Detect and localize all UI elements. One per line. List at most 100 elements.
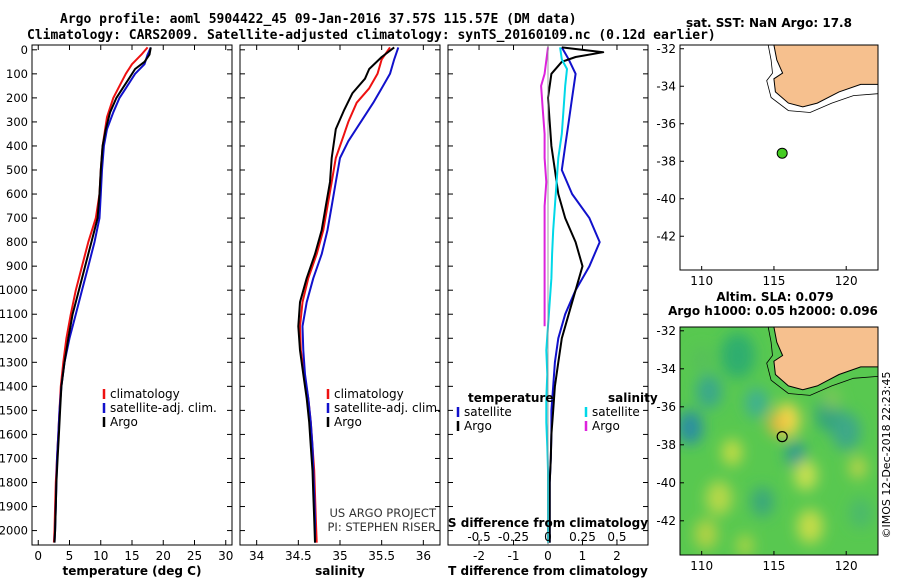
s-diff-tick-label: -0.5 — [467, 530, 490, 544]
sla-blobs — [680, 332, 873, 555]
project-credit: US ARGO PROJECT — [329, 506, 437, 520]
s-legend-label: Argo — [592, 419, 620, 433]
temperature-frame — [31, 44, 233, 546]
sla-anomaly — [797, 509, 824, 544]
temperature-xtick-label: 10 — [93, 549, 108, 563]
temperature-xtick-label: 20 — [156, 549, 171, 563]
depth-tick-label: 2000 — [0, 524, 28, 538]
temperature-xtick-label: 0 — [34, 549, 42, 563]
temperature-series-argo — [53, 47, 152, 543]
temperature-xtick-label: 5 — [66, 549, 74, 563]
salinity-chart: 34 34.5 35 35.5 36 salinity climatologysatelli… — [239, 44, 441, 578]
sla-title: Altim. SLA: 0.079 — [716, 290, 833, 304]
salinity-series-argo — [297, 46, 395, 543]
sla-anomaly — [785, 441, 806, 468]
difference-xlabel: T difference from climatology — [448, 564, 648, 578]
salinity-series-satellite — [301, 47, 400, 543]
depth-tick-label: 0 — [21, 43, 28, 57]
depth-tick-label: 1500 — [0, 403, 28, 417]
t-legend-label: satellite — [464, 405, 512, 419]
sst_map-xtick-label: 120 — [835, 274, 858, 288]
temperature-legend-label: Argo — [110, 415, 138, 429]
sla-anomaly — [695, 374, 722, 409]
sla-anomaly — [823, 387, 841, 411]
sst_map-xtick-label: 110 — [690, 274, 713, 288]
salinity-xtick-label: 36 — [416, 549, 431, 563]
s-diff-tick-label: 0 — [544, 530, 552, 544]
difference-xtick-label: 0 — [544, 549, 552, 563]
salinity-frame — [239, 44, 441, 546]
depth-tick-label: 300 — [6, 115, 28, 129]
depth-tick-label: 1900 — [0, 500, 28, 514]
depth-tick-label: 600 — [6, 187, 28, 201]
sla_map-frame — [679, 326, 879, 556]
sla_map-xtick-label: 120 — [835, 559, 858, 573]
sla-anomaly — [694, 518, 718, 550]
sst_map-ytick-label: -36 — [656, 117, 676, 131]
sla_map-ytick-label: -32 — [656, 324, 676, 338]
sla-anomaly — [706, 480, 733, 516]
difference-xtick-label: -1 — [508, 549, 520, 563]
s-legend-title: salinity — [608, 391, 658, 405]
depth-tick-label: 800 — [6, 235, 28, 249]
sla-anomaly — [849, 498, 873, 529]
depth-tick-label: 400 — [6, 139, 28, 153]
difference-xtick-label: 2 — [613, 549, 621, 563]
sla-anomaly — [745, 387, 769, 419]
sla-anomaly — [736, 534, 754, 555]
depth-tick-label: 1600 — [0, 427, 28, 441]
difference-series-t-argo — [547, 46, 605, 543]
climatology-title: Climatology: CARS2009. Satellite-adjuste… — [27, 28, 716, 43]
sst-shelf-line — [766, 44, 879, 113]
salinity-xtick-label: 35.5 — [368, 549, 395, 563]
sst-map: 110 115 120 -32 -34 -36 -38 -40 -42 sat. SST: NaN… — [656, 16, 879, 288]
sla-anomaly — [721, 439, 743, 466]
sla-shelf-line — [766, 327, 878, 396]
difference-xtick-label: 1 — [579, 549, 587, 563]
sla_map-xtick-label: 115 — [762, 559, 785, 573]
sla-subtitle: Argo h1000: 0.05 h2000: 0.096 — [668, 304, 878, 318]
s-diff-tick-label: 0.25 — [569, 530, 596, 544]
sla-anomaly — [691, 346, 712, 373]
sst_map-ytick-label: -40 — [656, 192, 676, 206]
sla-anomaly — [768, 412, 786, 436]
s-diff-xlabel: S difference from climatology — [448, 516, 648, 530]
sla-float-marker — [776, 431, 788, 443]
t-legend-label: Argo — [464, 419, 492, 433]
depth-tick-label: 1300 — [0, 355, 28, 369]
sla_map-ytick-label: -36 — [656, 400, 676, 414]
temperature-xtick-label: 30 — [218, 549, 233, 563]
sst_map-ytick-label: -34 — [656, 79, 676, 93]
sla_map-ytick-label: -40 — [656, 476, 676, 490]
depth-tick-label: 1700 — [0, 451, 28, 465]
imos-credit: ©IMOS 12-Dec-2018 22:23:45 — [880, 372, 893, 539]
sla-anomaly — [794, 460, 818, 491]
s-legend-label: satellite — [592, 405, 640, 419]
s-diff-tick-label: -0.25 — [498, 530, 529, 544]
t-legend-title: temperature — [468, 391, 553, 405]
difference-series-s-argo — [540, 47, 549, 327]
sst_map-ytick-label: -32 — [656, 42, 676, 56]
sla-anomaly — [680, 410, 704, 445]
sla-anomaly — [750, 486, 774, 517]
profile-title: Argo profile: aoml 5904422_45 09-Jan-201… — [60, 12, 577, 27]
temperature-xtick-label: 15 — [124, 549, 139, 563]
sla_map-xtick-label: 110 — [690, 559, 713, 573]
difference-series-s-satellite — [545, 47, 568, 543]
sst_map-frame — [679, 44, 879, 271]
sla-anomaly — [720, 332, 756, 379]
sst-title: sat. SST: NaN Argo: 17.8 — [686, 16, 852, 30]
sla-anomaly — [849, 456, 867, 479]
sla_map-ytick-label: -42 — [656, 514, 676, 528]
salinity-xlabel: salinity — [315, 564, 365, 578]
temperature-xtick-label: 25 — [187, 549, 202, 563]
salinity-legend-label: climatology — [334, 387, 404, 401]
s-diff-tick-label: 0.5 — [607, 530, 626, 544]
sla-land — [773, 327, 878, 391]
float-marker — [776, 147, 788, 159]
salinity-legend-label: Argo — [334, 415, 362, 429]
depth-tick-label: 1800 — [0, 476, 28, 490]
depth-tick-label: 100 — [6, 67, 28, 81]
sst_map-ytick-label: -38 — [656, 154, 676, 168]
